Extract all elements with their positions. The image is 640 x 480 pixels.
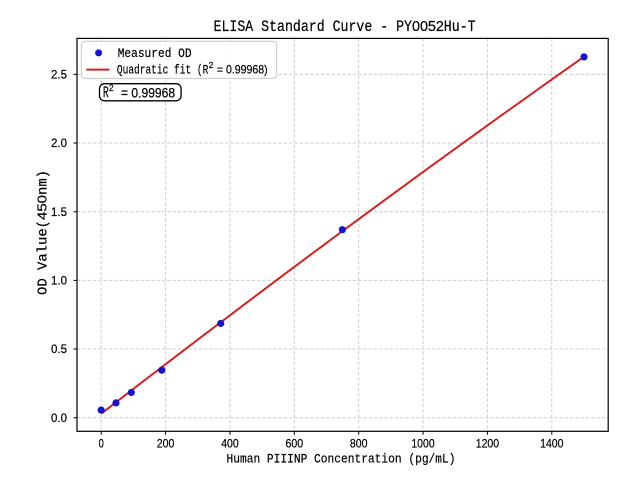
svg-text:Human PIIINP Concentration (pg: Human PIIINP Concentration (pg/mL) bbox=[227, 452, 456, 467]
svg-text:nm): nm) bbox=[37, 170, 52, 195]
svg-text:200: 200 bbox=[157, 437, 175, 451]
svg-text:ELISA Standard Curve - PY: ELISA Standard Curve - PY bbox=[214, 18, 413, 36]
svg-text:0.0: 0.0 bbox=[51, 411, 67, 425]
svg-text:Hu-T: Hu-T bbox=[444, 18, 476, 36]
svg-text:1.5: 1.5 bbox=[51, 205, 67, 219]
svg-text:Quadratic fit (R: Quadratic fit (R bbox=[117, 63, 208, 78]
svg-text:2: 2 bbox=[209, 60, 214, 70]
svg-text:R: R bbox=[103, 84, 109, 102]
svg-text:2: 2 bbox=[109, 83, 114, 94]
svg-text:800: 800 bbox=[350, 437, 368, 451]
svg-text:Measured OD: Measured OD bbox=[118, 46, 192, 61]
svg-text:400: 400 bbox=[221, 437, 239, 451]
svg-text:1400: 1400 bbox=[540, 437, 563, 451]
svg-text:= 0.99968: = 0.99968 bbox=[121, 85, 175, 101]
svg-text:1200: 1200 bbox=[476, 437, 499, 451]
svg-text:0.5: 0.5 bbox=[51, 342, 67, 356]
svg-text:1000: 1000 bbox=[411, 437, 434, 451]
svg-text:OD Value(: OD Value( bbox=[37, 220, 52, 295]
svg-text:2.5: 2.5 bbox=[51, 68, 67, 82]
svg-text:450: 450 bbox=[35, 195, 50, 220]
svg-text:2.0: 2.0 bbox=[51, 136, 67, 150]
svg-text:0: 0 bbox=[99, 437, 104, 451]
svg-text:1.0: 1.0 bbox=[51, 274, 67, 288]
svg-text:600: 600 bbox=[286, 437, 304, 451]
svg-text:0052: 0052 bbox=[412, 19, 444, 35]
svg-text:= 0.99968): = 0.99968) bbox=[217, 63, 268, 77]
